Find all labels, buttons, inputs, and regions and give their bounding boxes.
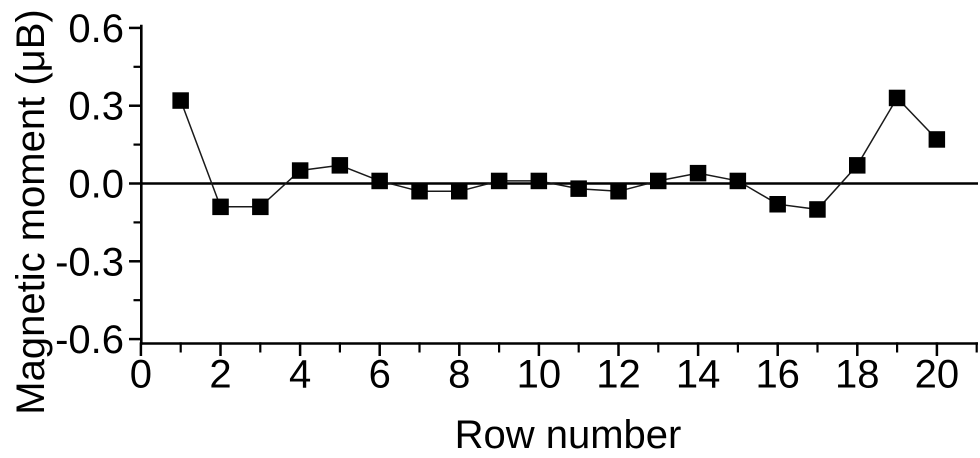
- x-tick-label: 18: [835, 353, 880, 397]
- data-point: [689, 164, 707, 182]
- x-tick-label: 16: [755, 353, 800, 397]
- y-tick-label: 0.0: [68, 163, 124, 207]
- data-point: [530, 172, 548, 190]
- data-point: [729, 172, 747, 190]
- y-tick-label: 0.3: [68, 85, 124, 129]
- data-point: [769, 196, 786, 213]
- data-point: [928, 131, 946, 148]
- x-tick-label: 0: [130, 353, 152, 397]
- data-point: [451, 183, 468, 200]
- data-point: [291, 162, 309, 179]
- data-point: [490, 172, 508, 190]
- data-point: [371, 172, 388, 190]
- y-tick-label: 0.6: [68, 7, 124, 51]
- data-point: [849, 157, 866, 174]
- data-point: [570, 180, 587, 197]
- data-point: [411, 183, 428, 200]
- data-point: [888, 89, 906, 107]
- x-tick-label: 2: [209, 353, 231, 397]
- x-tick-label: 12: [596, 353, 641, 397]
- data-point: [212, 198, 229, 216]
- data-point: [650, 172, 667, 190]
- x-tick-label: 8: [448, 353, 470, 397]
- data-point: [252, 198, 269, 216]
- data-point: [331, 157, 349, 174]
- y-tick-label: -0.6: [55, 318, 124, 362]
- x-tick-label: 6: [369, 353, 391, 397]
- data-point: [809, 201, 826, 218]
- data-point: [610, 183, 627, 200]
- x-tick-label: 10: [517, 353, 562, 397]
- x-tick-label: 4: [289, 353, 311, 397]
- x-tick-label: 14: [676, 353, 721, 397]
- series-line: [179, 96, 938, 211]
- x-axis-title: Row number: [455, 413, 682, 457]
- x-tick-label: 20: [915, 353, 960, 397]
- data-point: [172, 92, 189, 109]
- series-group: [172, 89, 946, 218]
- y-axis-title: Magnetic moment (μB): [9, 9, 53, 414]
- axes-group: 0.6 0.3 0.0 -0.3 -0.60 2 4 6 8 10 12 14 16 18 20: [55, 7, 978, 397]
- y-tick-label: -0.3: [55, 240, 124, 284]
